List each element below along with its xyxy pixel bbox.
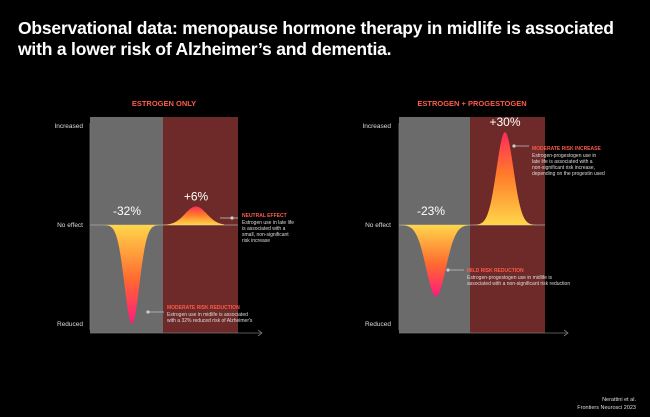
x-axis-label: TIME SINCE MENOPAUSE — [437, 345, 530, 354]
y-axis-label: ALZHEIMER'S RISK — [36, 189, 45, 260]
y-tick-no-effect: No effect — [365, 222, 391, 229]
callout-line: Estrogen-progestogen use in midlife is — [467, 275, 553, 281]
late-life-effect-area — [470, 132, 540, 225]
citation: Nerattini et al. Frontiers Neurosci 2023 — [577, 396, 636, 412]
callout-line: associated with a non-significant risk r… — [467, 281, 570, 287]
callout-moderate-risk-increase: MODERATE RISK INCREASE Estrogen-progesto… — [532, 146, 605, 177]
callout-title: MODERATE RISK REDUCTION — [167, 305, 240, 311]
panel-title: ESTROGEN + PROGESTOGEN — [417, 99, 526, 108]
callout-line: non-significant risk increase, — [532, 165, 595, 171]
panel-estrogen-progestogen: ESTROGEN + PROGESTOGEN Increased No effe… — [343, 99, 605, 354]
panel-title: ESTROGEN ONLY — [132, 99, 196, 108]
panel-estrogen-only: ESTROGEN ONLY Increased No effect Reduce… — [36, 99, 294, 354]
callout-title: MODERATE RISK INCREASE — [532, 146, 601, 152]
callout-line: small, non-significant — [242, 232, 289, 238]
citation-authors: Nerattini et al. — [602, 397, 636, 403]
midlife-effect-area — [92, 225, 163, 324]
y-tick-reduced: Reduced — [57, 321, 83, 328]
callout-line: Estrogen use in midlife is associated — [167, 312, 248, 318]
midlife-effect-area — [401, 225, 470, 297]
callout-neutral-effect: NEUTRAL EFFECT Estrogen use in late life… — [242, 213, 294, 244]
late-life-effect-label: +30% — [489, 115, 520, 129]
callout-line: late life is associated with a — [532, 159, 593, 165]
midlife-effect-label: -32% — [113, 204, 141, 218]
callout-title: MILD RISK REDUCTION — [467, 268, 524, 274]
callout-title: NEUTRAL EFFECT — [242, 213, 287, 219]
x-axis-label: TIME SINCE MENOPAUSE — [129, 345, 222, 354]
y-tick-reduced: Reduced — [365, 321, 391, 328]
y-tick-increased: Increased — [54, 123, 83, 130]
late-life-effect-label: +6% — [184, 189, 209, 203]
callout-line: depending on the progestin used — [532, 171, 605, 177]
x-axis-arrow — [257, 329, 263, 337]
x-axis-arrow — [563, 329, 569, 337]
callout-line: is associated with a — [242, 226, 286, 232]
callout-line: with a 32% reduced risk of Alzheimer's — [167, 318, 253, 324]
y-tick-increased: Increased — [362, 123, 391, 130]
late-life-effect-area — [163, 206, 224, 225]
callout-mild-risk-reduction: MILD RISK REDUCTION Estrogen-progestogen… — [467, 268, 570, 287]
y-tick-no-effect: No effect — [57, 222, 83, 229]
callout-line: Estrogen use in late life — [242, 220, 294, 226]
callout-line: risk increase — [242, 238, 270, 244]
callout-moderate-risk-reduction: MODERATE RISK REDUCTION Estrogen use in … — [167, 305, 253, 324]
midlife-effect-label: -23% — [417, 204, 445, 218]
citation-journal: Frontiers Neurosci 2023 — [577, 405, 636, 411]
y-axis-label: ALZHEIMER'S RISK — [343, 189, 352, 260]
callout-line: Estrogen-progestogen use in — [532, 153, 596, 159]
page-title: Observational data: menopause hormone th… — [18, 18, 614, 59]
